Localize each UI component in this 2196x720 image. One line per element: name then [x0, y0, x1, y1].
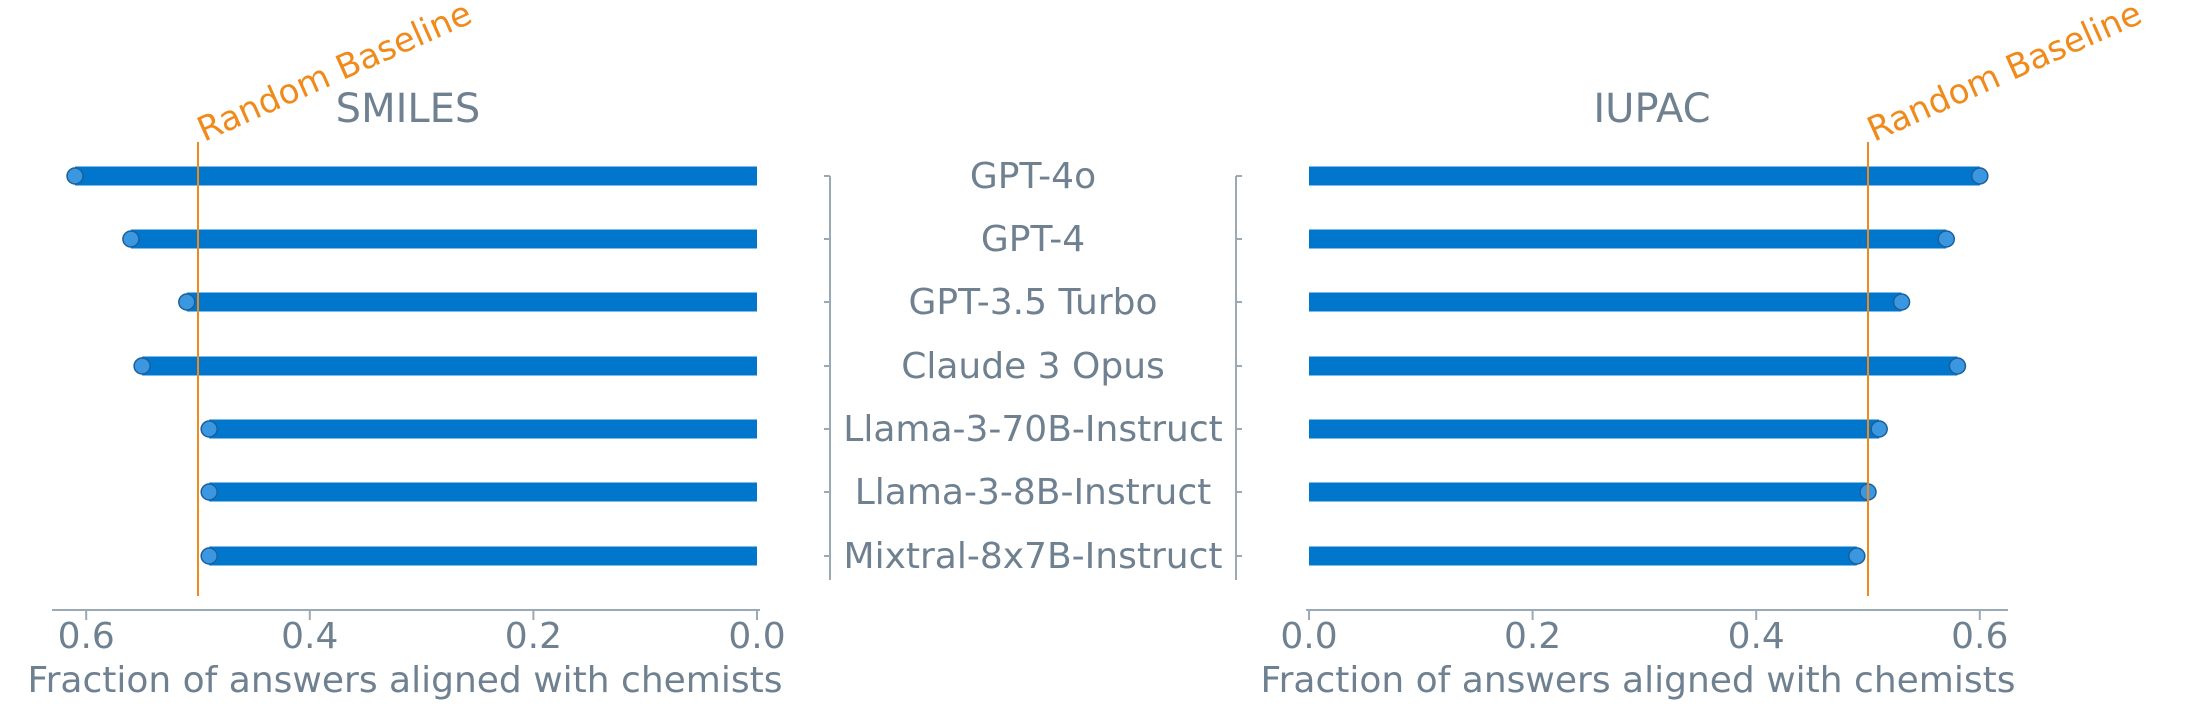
smiles-bars — [66, 166, 758, 566]
smiles-bar — [75, 166, 757, 186]
smiles-bar — [130, 229, 758, 249]
smiles-bar — [186, 292, 757, 312]
smiles-bar — [209, 419, 757, 439]
category-label: GPT-4 — [981, 219, 1085, 260]
smiles-x-ticks: 0.0 0.2 0.4 0.6 — [58, 610, 786, 657]
smiles-x-label: Fraction of answers aligned with chemist… — [28, 660, 783, 701]
iupac-x-label: Fraction of answers aligned with chemist… — [1261, 660, 2016, 701]
category-label: GPT-4o — [970, 156, 1096, 197]
iupac-bar — [1309, 292, 1902, 312]
iupac-bar — [1309, 419, 1880, 439]
iupac-bar-cap — [1848, 547, 1866, 565]
iupac-bar-cap — [1971, 167, 1989, 185]
iupac-bar-cap — [1892, 293, 1911, 311]
smiles-bar-cap — [178, 293, 196, 311]
smiles-bar-cap — [133, 357, 151, 375]
smiles-bar-cap — [66, 167, 84, 185]
category-label: Llama-3-70B-Instruct — [843, 409, 1222, 450]
iupac-bar-cap — [1948, 357, 1967, 375]
smiles-tick-label: 0.0 — [728, 616, 785, 657]
category-axis: GPT-4o GPT-4 GPT-3.5 Turbo Claude 3 Opus Lla… — [824, 156, 1242, 580]
smiles-bar-cap — [200, 483, 218, 501]
iupac-tick-label: 0.6 — [1951, 616, 2008, 657]
iupac-bar — [1309, 546, 1857, 566]
smiles-panel: SMILES 0.0 0.2 0.4 0.6 Fraction of answers … — [28, 0, 786, 701]
iupac-random-baseline-label: Random Baseline — [1861, 0, 2147, 150]
smiles-bar — [209, 546, 757, 566]
category-label: GPT-3.5 Turbo — [909, 282, 1158, 323]
category-label: Llama-3-8B-Instruct — [855, 472, 1212, 513]
smiles-tick-label: 0.2 — [505, 616, 562, 657]
iupac-bar — [1309, 166, 1980, 186]
iupac-bars — [1309, 166, 1989, 566]
smiles-bar — [209, 482, 757, 502]
smiles-bar-cap — [200, 420, 218, 438]
iupac-tick-label: 0.2 — [1504, 616, 1561, 657]
iupac-bar-cap — [1937, 230, 1956, 248]
iupac-tick-label: 0.0 — [1280, 616, 1337, 657]
iupac-panel: IUPAC 0.0 0.2 0.4 0.6 Fraction of answers a… — [1261, 0, 2148, 701]
iupac-bar — [1309, 482, 1868, 502]
iupac-bar — [1309, 229, 1947, 249]
iupac-title: IUPAC — [1593, 86, 1710, 132]
smiles-bar-cap — [122, 230, 140, 248]
smiles-bar-cap — [200, 547, 218, 565]
iupac-tick-label: 0.4 — [1728, 616, 1785, 657]
iupac-bar — [1309, 356, 1958, 376]
iupac-x-ticks: 0.0 0.2 0.4 0.6 — [1280, 610, 2008, 657]
iupac-bar-cap — [1870, 420, 1888, 438]
category-labels: GPT-4o GPT-4 GPT-3.5 Turbo Claude 3 Opus Lla… — [824, 156, 1242, 577]
category-label: Mixtral-8x7B-Instruct — [844, 536, 1223, 577]
category-label: Claude 3 Opus — [901, 346, 1165, 387]
smiles-bar — [142, 356, 758, 376]
smiles-title: SMILES — [336, 86, 481, 132]
smiles-tick-label: 0.4 — [281, 616, 338, 657]
smiles-tick-label: 0.6 — [58, 616, 115, 657]
